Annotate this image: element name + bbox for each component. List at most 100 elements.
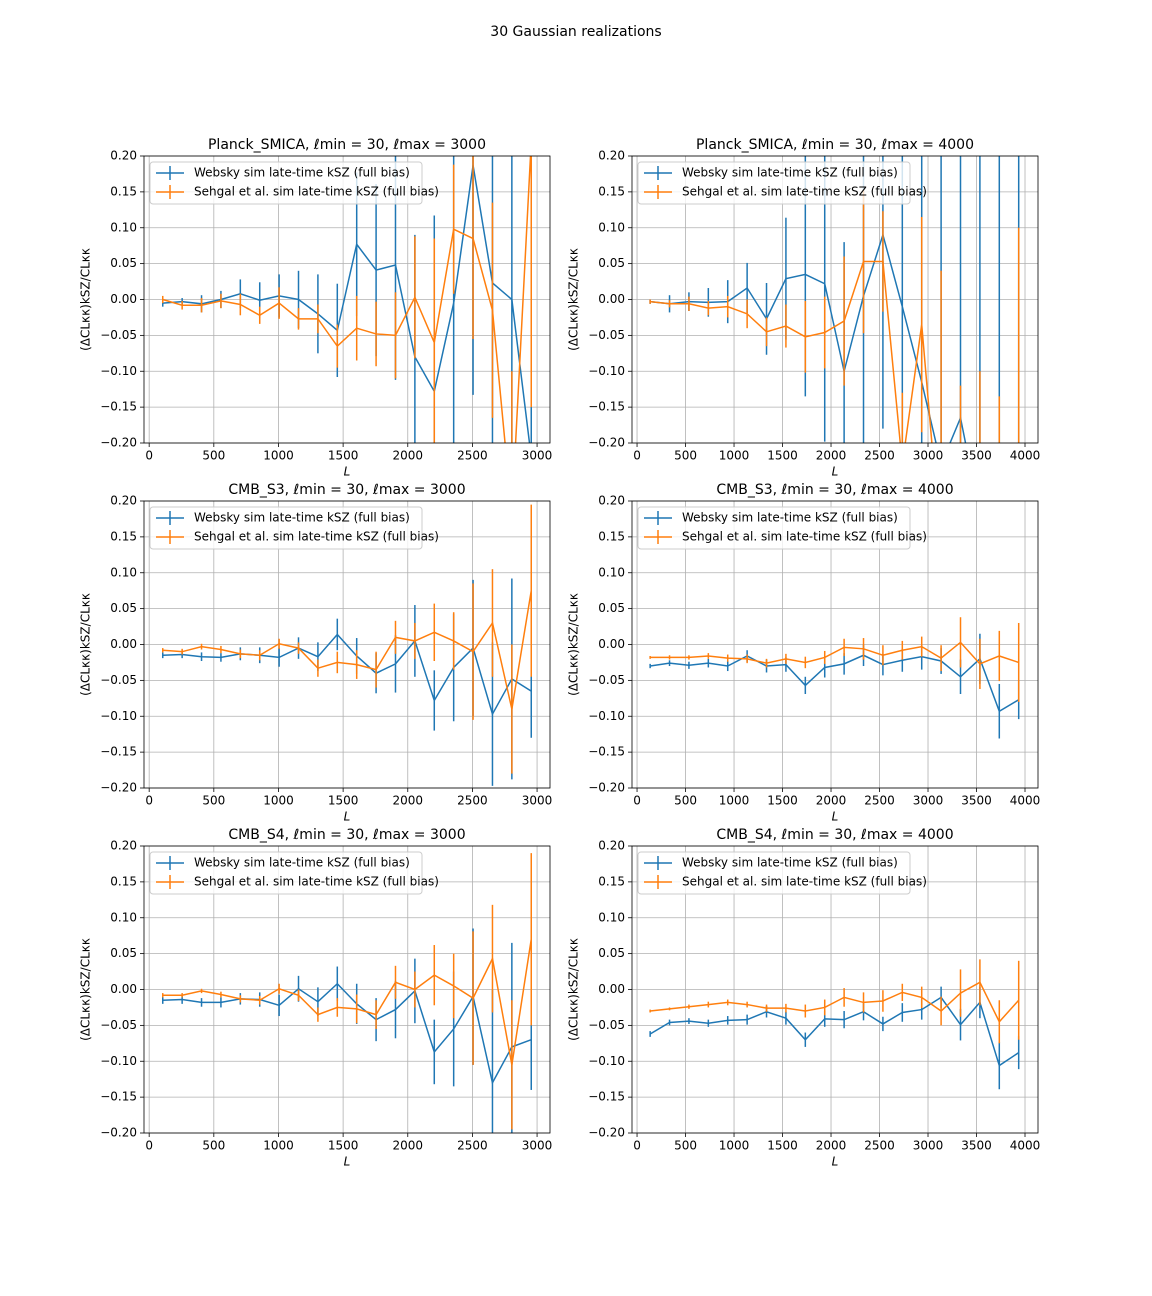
y-tick-label: −0.10: [588, 364, 625, 378]
x-tick-label: 0: [145, 449, 153, 463]
y-tick-label: 0.20: [110, 494, 137, 508]
legend-label: Websky sim late-time kSZ (full bias): [682, 166, 898, 180]
x-axis-label: L: [344, 1155, 351, 1169]
legend-label: Sehgal et al. sim late-time kSZ (full bi…: [194, 185, 439, 199]
x-tick-label: 2500: [864, 1139, 895, 1153]
x-tick-label: 500: [202, 1139, 225, 1153]
x-tick-label: 2000: [816, 1139, 847, 1153]
x-tick-label: 500: [674, 794, 697, 808]
y-tick-label: 0.10: [598, 565, 625, 579]
series-line: [162, 939, 532, 1065]
y-tick-label: 0.00: [598, 982, 625, 996]
y-tick-label: −0.10: [588, 709, 625, 723]
y-tick-label: 0.10: [110, 565, 137, 579]
x-tick-label: 0: [633, 794, 641, 808]
axes-frame: [631, 155, 1039, 444]
series-line: [650, 981, 1020, 1024]
y-tick-label: 0.05: [110, 946, 137, 960]
x-tick-label: 1000: [719, 449, 750, 463]
legend-label: Sehgal et al. sim late-time kSZ (full bi…: [682, 875, 927, 889]
x-tick-label: 2500: [864, 449, 895, 463]
series-line: [649, 996, 1020, 1067]
legend-box: [149, 161, 423, 205]
y-tick-label: −0.15: [100, 1090, 137, 1104]
panel: 0 500 1000 1500 2000 2500 3000 −0.20 −0.15 −0.10 −…: [79, 482, 553, 824]
y-tick-label: 0.20: [598, 494, 625, 508]
x-tick-label: 2500: [457, 449, 488, 463]
y-tick-label: −0.15: [100, 400, 137, 414]
series-line: [162, 156, 532, 443]
x-tick-label: 3500: [961, 794, 992, 808]
x-tick-label: 0: [633, 449, 641, 463]
y-tick-label: −0.10: [100, 364, 137, 378]
y-tick-label: −0.15: [588, 745, 625, 759]
axes-frame: [631, 500, 1039, 789]
y-axis-label: (ΔCLκκ)kSZ/CLκκ: [79, 248, 93, 351]
x-tick-label: 0: [145, 1139, 153, 1153]
chart-title: CMB_S4, ℓmin = 30, ℓmax = 4000: [716, 827, 953, 843]
y-tick-label: 0.20: [110, 839, 137, 853]
x-tick-label: 3000: [522, 449, 553, 463]
x-tick-label: 1500: [767, 1139, 798, 1153]
x-tick-label: 1000: [263, 449, 294, 463]
y-tick-label: −0.05: [100, 328, 137, 342]
y-tick-label: 0.20: [598, 149, 625, 163]
panel: 0 500 1000 1500 2000 2500 3000 −0.20 −0.15 −0.10 −…: [79, 827, 553, 1169]
x-axis-label: L: [832, 810, 839, 824]
y-tick-label: −0.20: [100, 436, 137, 450]
legend-box: [637, 161, 911, 205]
axes-frame: [143, 155, 551, 444]
y-axis-label: (ΔCLκκ)kSZ/CLκκ: [79, 593, 93, 696]
legend-box: [149, 851, 423, 895]
x-tick-label: 2000: [816, 449, 847, 463]
chart-title: CMB_S3, ℓmin = 30, ℓmax = 4000: [716, 482, 953, 498]
y-tick-label: 0.00: [598, 292, 625, 306]
plot-area: [649, 617, 1020, 739]
y-tick-label: −0.15: [588, 1090, 625, 1104]
chart-title: Planck_SMICA, ℓmin = 30, ℓmax = 3000: [208, 137, 486, 153]
x-tick-label: 2000: [392, 449, 423, 463]
x-tick-label: 4000: [1010, 794, 1041, 808]
panel: 0 500 1000 1500 2000 2500 3000 3500 4000 −0.20 −0.…: [567, 482, 1041, 824]
x-tick-label: 2000: [816, 794, 847, 808]
y-axis-label: (ΔCLκκ)kSZ/CLκκ: [567, 938, 581, 1041]
legend-label: Websky sim late-time kSZ (full bias): [682, 511, 898, 525]
y-tick-label: 0.05: [110, 256, 137, 270]
x-tick-label: 3000: [913, 449, 944, 463]
y-tick-label: −0.20: [588, 436, 625, 450]
y-axis-label: (ΔCLκκ)kSZ/CLκκ: [79, 938, 93, 1041]
y-tick-label: −0.10: [588, 1054, 625, 1068]
y-tick-label: 0.15: [110, 184, 137, 198]
x-tick-label: 2000: [392, 1139, 423, 1153]
x-tick-label: 1500: [328, 449, 359, 463]
x-tick-label: 500: [202, 794, 225, 808]
legend-box: [637, 851, 911, 895]
y-tick-label: 0.20: [598, 839, 625, 853]
x-tick-label: 4000: [1010, 449, 1041, 463]
legend-label: Sehgal et al. sim late-time kSZ (full bi…: [194, 530, 439, 544]
y-tick-label: −0.20: [588, 781, 625, 795]
y-tick-label: 0.10: [110, 220, 137, 234]
x-tick-label: 3000: [913, 1139, 944, 1153]
x-tick-label: 3000: [522, 794, 553, 808]
y-tick-label: 0.15: [598, 874, 625, 888]
x-tick-label: 0: [145, 794, 153, 808]
y-tick-label: −0.05: [100, 1018, 137, 1032]
y-tick-label: 0.05: [598, 601, 625, 615]
y-tick-label: 0.00: [110, 637, 137, 651]
y-tick-label: 0.20: [110, 149, 137, 163]
x-tick-label: 2000: [392, 794, 423, 808]
series-line: [162, 633, 532, 717]
y-tick-label: 0.10: [598, 220, 625, 234]
y-tick-label: −0.20: [100, 1126, 137, 1140]
legend-label: Sehgal et al. sim late-time kSZ (full bi…: [682, 530, 927, 544]
plot-area: [161, 504, 533, 786]
x-tick-label: 1500: [767, 794, 798, 808]
x-axis-label: L: [832, 465, 839, 479]
x-tick-label: 1000: [263, 794, 294, 808]
y-tick-label: −0.10: [100, 1054, 137, 1068]
y-axis-label: (ΔCLκκ)kSZ/CLκκ: [567, 248, 581, 351]
y-tick-label: 0.15: [110, 529, 137, 543]
x-tick-label: 2500: [457, 1139, 488, 1153]
